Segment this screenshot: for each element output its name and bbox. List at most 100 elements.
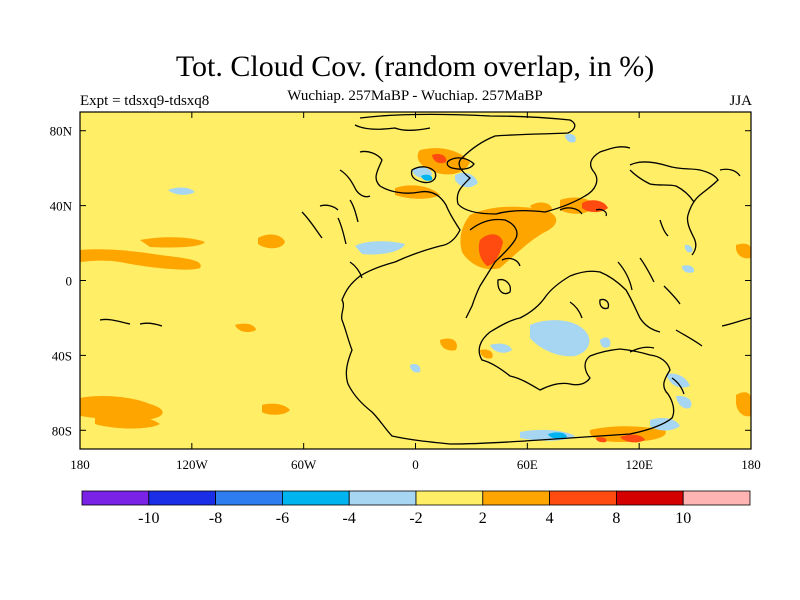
coastline [639, 257, 655, 283]
coastlines [99, 113, 751, 445]
coastline [719, 168, 741, 177]
coastline [446, 157, 475, 170]
anomaly-region [480, 349, 493, 359]
coastline [675, 329, 703, 347]
anomaly-region [666, 373, 690, 388]
coastline [721, 317, 751, 327]
colorbar-label: -6 [276, 510, 289, 527]
coastline [671, 377, 685, 395]
map-plot: 180 120W 60W 0 60E 120E 180 80N 40N 0 40S 80S [50, 111, 761, 472]
coastline [139, 322, 163, 327]
coastline [465, 218, 518, 319]
x-tick-label: 120W [176, 457, 209, 472]
anomaly-region [676, 395, 692, 409]
x-tick-label: 180 [70, 457, 90, 472]
colorbar-label: 8 [612, 510, 620, 527]
colorbar-label: -10 [138, 510, 159, 527]
coastline [569, 270, 661, 333]
colorbar-swatch [348, 490, 417, 506]
anomaly-region [548, 432, 567, 439]
anomaly-region [355, 241, 405, 255]
colorbar-label: -2 [409, 510, 422, 527]
colorbar-label: 4 [546, 510, 554, 527]
coastline [595, 208, 608, 217]
colorbar: -10 -8 -6 -4 -2 2 4 8 10 [81, 490, 751, 527]
anomaly-region [565, 133, 576, 143]
colorbar-swatch [415, 490, 484, 506]
anomaly-region [530, 320, 590, 357]
axis-ticks: 180 120W 60W 0 60E 120E 180 80N 40N 0 40S 80S [50, 112, 761, 472]
anomaly-region [410, 363, 421, 373]
coastline [599, 298, 610, 310]
anomaly-fields [80, 133, 751, 443]
coastline [629, 346, 655, 353]
y-tick-label: 80S [52, 423, 72, 438]
anomaly-region [421, 174, 433, 181]
colorbar-label: -4 [343, 510, 356, 527]
coastline [569, 301, 583, 319]
anomaly-region [80, 249, 201, 270]
anomaly-region [650, 418, 680, 431]
coastline [301, 211, 323, 239]
anomaly-region [455, 172, 478, 188]
anomaly-region [736, 243, 751, 259]
colorbar-swatch [215, 490, 283, 506]
plot-title: Tot. Cloud Cov. (random overlap, in %) [175, 50, 655, 83]
colorbar-label: -8 [209, 510, 222, 527]
season-label: JJA [729, 93, 752, 109]
anomaly-region [262, 403, 290, 415]
colorbar-swatch [549, 490, 617, 506]
colorbar-swatch [148, 490, 217, 506]
coastline [349, 261, 363, 279]
coastline [659, 219, 669, 237]
coastline [559, 207, 583, 215]
colorbar-swatch [682, 490, 751, 506]
colorbar-swatch [281, 490, 350, 506]
x-tick-label: 180 [741, 457, 761, 472]
anomaly-region [490, 343, 512, 353]
coastline [349, 199, 359, 223]
y-tick-label: 40S [52, 348, 72, 363]
anomaly-region [432, 153, 447, 164]
y-tick-label: 0 [66, 274, 73, 289]
anomaly-region [620, 434, 645, 443]
y-tick-label: 80N [50, 124, 73, 139]
x-tick-label: 120E [625, 457, 653, 472]
coastline [359, 150, 461, 247]
anomaly-region [530, 202, 552, 213]
colorbar-swatch [482, 490, 550, 506]
anomaly-region [140, 237, 205, 248]
colorbar-swatch [616, 490, 684, 506]
coastline [663, 285, 681, 305]
colorbar-label: 2 [479, 510, 487, 527]
colorbar-label: 10 [675, 510, 691, 527]
coastline [617, 261, 633, 291]
coastline [339, 169, 371, 198]
colorbar-swatch [81, 490, 150, 506]
anomaly-region [235, 323, 256, 333]
x-tick-label: 60W [291, 457, 317, 472]
y-tick-label: 40N [50, 199, 73, 214]
coastline [354, 124, 431, 131]
coastline [629, 169, 695, 203]
coastline [319, 204, 339, 211]
anomaly-region [95, 412, 160, 429]
coastline [501, 257, 521, 267]
coastline [629, 161, 719, 256]
anomaly-region [258, 234, 285, 249]
coastline [359, 113, 631, 215]
coastline [99, 318, 131, 325]
coastline [410, 166, 437, 184]
x-tick-label: 0 [412, 457, 419, 472]
anomaly-region [600, 337, 611, 348]
x-tick-label: 60E [517, 457, 538, 472]
plot-subtitle: Wuchiap. 257MaBP - Wuchiap. 257MaBP [287, 88, 543, 104]
anomaly-region [684, 244, 693, 253]
coastline [340, 245, 675, 445]
anomaly-region [440, 338, 457, 351]
anomaly-region [478, 234, 503, 266]
anomaly-region [596, 437, 607, 443]
anomaly-region [682, 265, 695, 273]
anomaly-region [736, 392, 751, 417]
